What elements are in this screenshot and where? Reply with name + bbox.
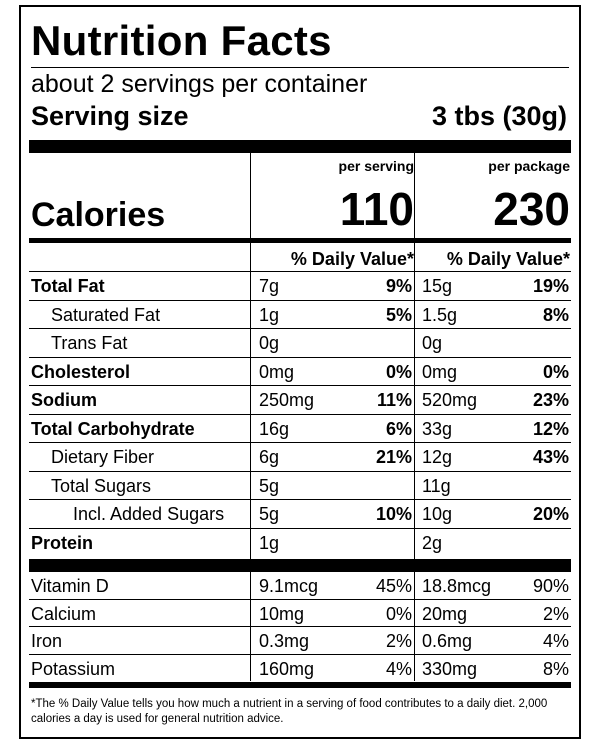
row-divider xyxy=(29,499,571,500)
nutrient-package-pct: 23% xyxy=(532,390,569,410)
nutrient-package-amount: 0mg xyxy=(422,361,458,382)
servings-per-container: about 2 servings per container xyxy=(31,70,368,98)
serving-size-label: Serving size xyxy=(31,101,189,131)
nutrient-serving-amount: 5g xyxy=(259,475,280,496)
nutrient-serving-pct: 5% xyxy=(385,304,412,325)
footnote: *The % Daily Value tells you how much a … xyxy=(31,698,548,725)
nutrient-serving-amount: 16g xyxy=(259,418,290,439)
row-divider xyxy=(29,527,571,529)
row-divider xyxy=(29,442,571,443)
vitamin-name: Iron xyxy=(31,631,63,651)
vitamin-serving-pct: 0% xyxy=(385,603,412,624)
row-divider xyxy=(29,271,571,272)
vitamin-package-amount: 18.8mcg xyxy=(422,576,492,596)
calories-divider xyxy=(29,238,571,243)
vitamin-package-pct: 8% xyxy=(542,658,569,679)
daily-value-header-serving: % Daily Value* xyxy=(290,249,414,269)
nutrient-package-pct: 20% xyxy=(532,504,569,524)
row-divider xyxy=(29,598,571,600)
column-divider-right xyxy=(414,153,415,681)
row-divider xyxy=(29,385,571,386)
row-divider xyxy=(29,571,571,572)
nutrient-package-amount: 520mg xyxy=(422,390,478,410)
footnote-divider xyxy=(29,682,571,688)
row-divider xyxy=(29,413,571,415)
nutrient-name: Total Sugars xyxy=(51,475,152,496)
per-serving-header: per serving xyxy=(338,158,414,174)
vitamin-package-pct: 2% xyxy=(542,603,569,624)
nutrient-serving-amount: 1g xyxy=(259,304,280,325)
calories-per-serving: 110 xyxy=(339,183,414,235)
row-divider xyxy=(29,299,571,301)
nutrient-serving-pct: 9% xyxy=(385,276,412,296)
row-divider xyxy=(29,470,571,472)
row-divider xyxy=(29,356,571,358)
label-title: Nutrition Facts xyxy=(31,17,332,64)
nutrient-serving-amount: 5g xyxy=(259,504,280,524)
thick-divider-vitamins xyxy=(29,559,571,571)
column-divider-left xyxy=(250,153,251,681)
nutrient-name: Cholesterol xyxy=(31,361,131,382)
vitamin-package-pct: 4% xyxy=(542,631,569,651)
nutrient-serving-amount: 0mg xyxy=(259,361,295,382)
nutrient-package-amount: 15g xyxy=(422,276,453,296)
nutrient-package-pct: 43% xyxy=(532,447,569,467)
nutrient-serving-amount: 7g xyxy=(259,276,280,296)
vitamin-serving-amount: 9.1mcg xyxy=(259,576,319,596)
daily-value-header-package: % Daily Value* xyxy=(446,249,570,269)
vitamin-package-pct: 90% xyxy=(532,576,569,596)
nutrient-serving-pct: 11% xyxy=(376,390,412,410)
nutrient-package-pct: 12% xyxy=(532,418,569,439)
vitamin-name: Calcium xyxy=(31,603,97,624)
nutrient-name: Total Carbohydrate xyxy=(31,418,195,439)
nutrient-package-amount: 33g xyxy=(422,418,453,439)
vitamin-serving-pct: 45% xyxy=(375,576,412,596)
nutrient-package-amount: 1.5g xyxy=(422,304,458,325)
row-divider xyxy=(29,328,571,329)
nutrient-serving-pct: 10% xyxy=(375,504,412,524)
nutrient-name: Saturated Fat xyxy=(51,304,161,325)
calories-per-package: 230 xyxy=(493,183,570,235)
nutrient-package-amount: 0g xyxy=(422,333,443,353)
vitamin-serving-pct: 4% xyxy=(385,658,412,679)
nutrient-serving-amount: 1g xyxy=(259,532,280,553)
nutrient-name: Trans Fat xyxy=(51,333,128,353)
per-package-header: per package xyxy=(488,158,570,174)
nutrient-name: Protein xyxy=(31,532,94,553)
row-divider xyxy=(29,626,571,627)
title-divider xyxy=(31,67,569,68)
nutrient-name: Total Fat xyxy=(31,276,105,296)
nutrient-package-pct: 8% xyxy=(542,304,569,325)
vitamin-name: Vitamin D xyxy=(31,576,109,596)
vitamin-serving-amount: 0.3mg xyxy=(259,631,310,651)
nutrient-name: Dietary Fiber xyxy=(51,447,155,467)
nutrient-package-amount: 2g xyxy=(422,532,443,553)
nutrient-package-amount: 11g xyxy=(422,475,451,496)
vitamin-serving-amount: 160mg xyxy=(259,658,315,679)
calories-label: Calories xyxy=(31,196,166,234)
nutrient-package-pct: 19% xyxy=(532,276,569,296)
vitamin-serving-pct: 2% xyxy=(385,631,412,651)
vitamin-serving-amount: 10mg xyxy=(259,603,305,624)
nutrient-package-pct: 0% xyxy=(542,361,569,382)
nutrient-serving-amount: 6g xyxy=(259,447,280,467)
vitamin-package-amount: 20mg xyxy=(422,603,468,624)
serving-size-value: 3 tbs (30g) xyxy=(431,101,567,131)
nutrient-name: Incl. Added Sugars xyxy=(73,504,225,524)
nutrient-serving-amount: 250mg xyxy=(259,390,315,410)
nutrient-name: Sodium xyxy=(31,390,97,410)
vitamin-name: Potassium xyxy=(31,658,116,679)
nutrient-serving-pct: 6% xyxy=(385,418,412,439)
nutrient-package-amount: 10g xyxy=(422,504,453,524)
nutrient-package-amount: 12g xyxy=(422,447,453,467)
thick-divider-top xyxy=(29,140,571,153)
row-divider xyxy=(29,653,571,655)
nutrition-facts-label: Nutrition Facts about 2 servings per con… xyxy=(19,5,581,739)
nutrient-serving-pct: 21% xyxy=(375,447,412,467)
vitamin-package-amount: 0.6mg xyxy=(422,631,473,651)
nutrient-serving-amount: 0g xyxy=(259,333,280,353)
nutrient-serving-pct: 0% xyxy=(385,361,412,382)
vitamin-package-amount: 330mg xyxy=(422,658,478,679)
